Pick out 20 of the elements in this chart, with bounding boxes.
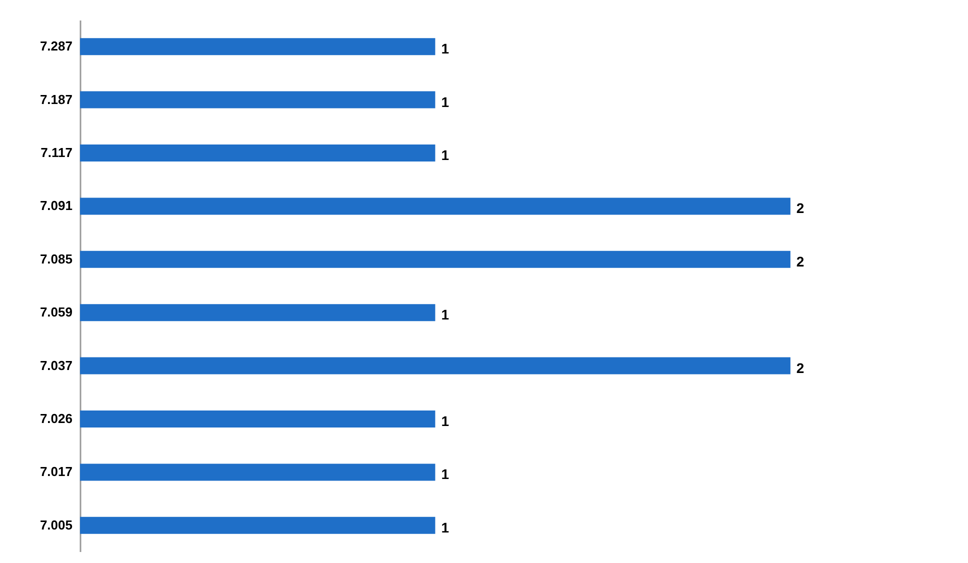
y-tick-label: 7.059 [40, 304, 72, 320]
data-label: 1 [441, 40, 450, 57]
y-tick-label: 7.117 [40, 145, 72, 160]
data-label: 2 [796, 253, 804, 270]
data-label: 1 [441, 94, 450, 110]
y-tick-label: 7.287 [40, 38, 72, 54]
y-tick-label: 7.085 [40, 251, 72, 266]
data-label: 1 [441, 306, 450, 323]
data-label: 1 [441, 519, 450, 536]
y-tick-label: 7.187 [40, 92, 72, 107]
y-tick-label: 7.037 [40, 358, 72, 373]
y-tick-label: 7.026 [40, 411, 72, 426]
y-tick-label: 7.017 [40, 464, 72, 480]
data-label: 1 [441, 413, 450, 429]
data-label: 2 [796, 360, 804, 376]
data-label: 1 [441, 466, 450, 482]
data-label: 2 [796, 200, 804, 216]
y-tick-label: 7.005 [40, 517, 72, 532]
data-label: 1 [441, 147, 450, 163]
y-tick-label: 7.091 [40, 198, 72, 214]
